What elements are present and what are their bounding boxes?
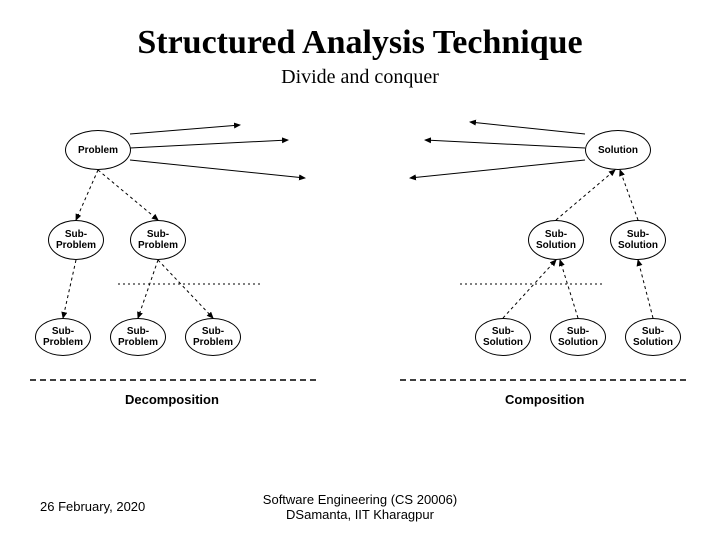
right-mid-1: Sub-Solution bbox=[610, 220, 666, 260]
diagram-stage: Problem Sub-Problem Sub-Problem Sub-Problem… bbox=[30, 120, 690, 430]
page-subtitle: Divide and conquer bbox=[0, 66, 720, 89]
caption-composition: Composition bbox=[505, 392, 584, 407]
right-leaf-2: Sub-Solution bbox=[625, 318, 681, 356]
left-leaf-0: Sub-Problem bbox=[35, 318, 91, 356]
left-leaf-2: Sub-Problem bbox=[185, 318, 241, 356]
right-root: Solution bbox=[585, 130, 651, 170]
left-mid-0: Sub-Problem bbox=[48, 220, 104, 260]
left-leaf-1: Sub-Problem bbox=[110, 318, 166, 356]
right-leaf-0: Sub-Solution bbox=[475, 318, 531, 356]
left-mid-1: Sub-Problem bbox=[130, 220, 186, 260]
footer-date: 26 February, 2020 bbox=[40, 499, 145, 514]
footer-author: DSamanta, IIT Kharagpur bbox=[220, 507, 500, 522]
footer-center: Software Engineering (CS 20006) DSamanta… bbox=[220, 492, 500, 522]
footer-course: Software Engineering (CS 20006) bbox=[220, 492, 500, 507]
right-mid-0: Sub-Solution bbox=[528, 220, 584, 260]
diagram-edges bbox=[30, 120, 690, 430]
page-title: Structured Analysis Technique bbox=[0, 0, 720, 62]
caption-decomposition: Decomposition bbox=[125, 392, 219, 407]
left-root: Problem bbox=[65, 130, 131, 170]
right-leaf-1: Sub-Solution bbox=[550, 318, 606, 356]
